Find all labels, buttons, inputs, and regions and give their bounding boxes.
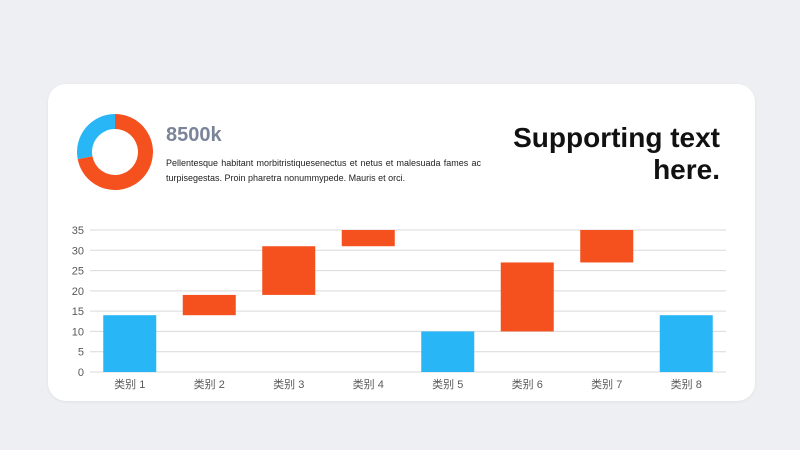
bar-total bbox=[659, 315, 713, 372]
y-tick-label: 15 bbox=[72, 306, 84, 318]
donut-chart bbox=[77, 114, 153, 190]
supporting-text: Supporting text here. bbox=[513, 122, 720, 185]
stat-value: 8500k bbox=[166, 124, 222, 146]
bar-change bbox=[500, 262, 554, 332]
x-tick-label: 类别 3 bbox=[273, 377, 304, 391]
y-tick-label: 25 bbox=[72, 266, 84, 278]
x-tick-label: 类别 4 bbox=[353, 377, 384, 391]
y-tick-label: 30 bbox=[72, 245, 84, 257]
donut-slice bbox=[77, 114, 153, 190]
donut-slice bbox=[77, 114, 115, 160]
content-card bbox=[48, 84, 755, 401]
x-tick-label: 类别 5 bbox=[432, 377, 463, 391]
bar-change bbox=[580, 230, 634, 263]
bar-change bbox=[341, 230, 395, 247]
bar-change bbox=[182, 294, 236, 316]
x-tick-label: 类别 8 bbox=[671, 377, 702, 391]
y-tick-label: 35 bbox=[72, 225, 84, 237]
x-tick-label: 类别 6 bbox=[512, 377, 543, 391]
y-tick-label: 20 bbox=[72, 286, 84, 298]
x-tick-label: 类别 7 bbox=[591, 377, 622, 391]
y-tick-label: 10 bbox=[72, 326, 84, 338]
bar-total bbox=[421, 331, 475, 372]
x-tick-label: 类别 1 bbox=[114, 377, 145, 391]
x-tick-label: 类别 2 bbox=[194, 377, 225, 391]
y-tick-label: 0 bbox=[78, 367, 84, 379]
description-text: Pellentesque habitant morbitristiquesene… bbox=[166, 158, 481, 183]
bar-total bbox=[103, 315, 157, 372]
bar-change bbox=[262, 246, 316, 295]
y-tick-label: 5 bbox=[78, 347, 84, 359]
